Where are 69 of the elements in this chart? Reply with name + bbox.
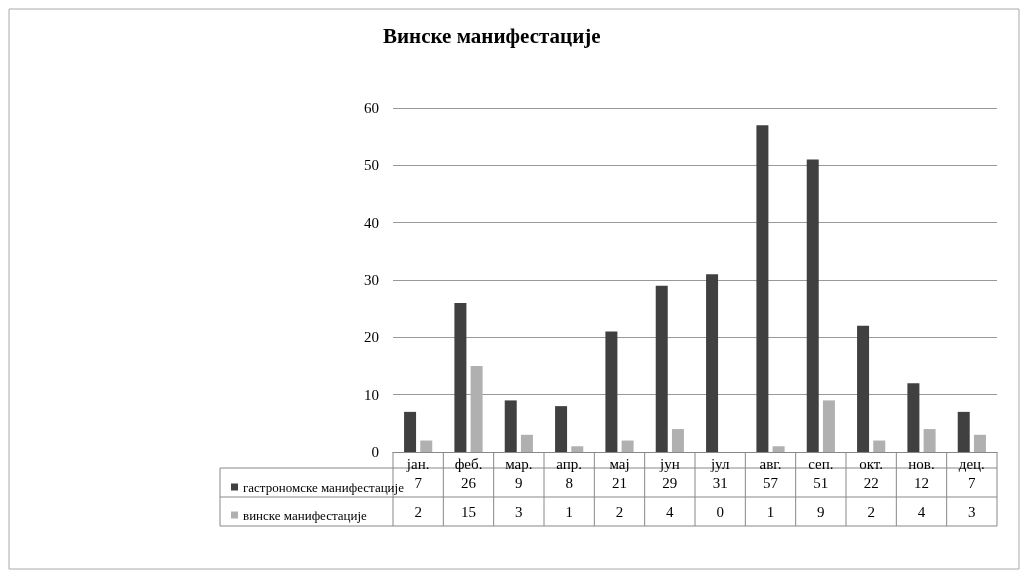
bar [973, 434, 986, 452]
data-label: 26 [461, 474, 477, 491]
data-label: 9 [515, 474, 523, 491]
bar [470, 366, 483, 452]
bar [806, 159, 819, 452]
bar [957, 411, 970, 452]
y-tick-label: 50 [364, 157, 379, 174]
data-label: 9 [817, 503, 825, 520]
x-tick-label: јан. [405, 455, 430, 472]
bar [655, 285, 668, 452]
bar [605, 331, 618, 452]
x-tick-label: авг. [759, 455, 782, 472]
bar [706, 274, 719, 452]
data-label: 3 [968, 503, 976, 520]
bar [671, 429, 684, 452]
x-tick-label: апр. [556, 455, 583, 472]
data-label: 57 [763, 474, 779, 491]
x-tick-label: мар. [505, 455, 533, 472]
bar [772, 446, 785, 452]
bar [621, 440, 634, 452]
bar [873, 440, 886, 452]
data-label: 31 [712, 474, 728, 491]
y-tick-label: 60 [364, 100, 379, 116]
bar [571, 446, 584, 452]
data-label: 8 [565, 474, 573, 491]
data-label: 4 [917, 503, 926, 520]
x-tick-label: нов. [908, 455, 935, 472]
bar [555, 406, 568, 452]
data-label: 51 [813, 474, 829, 491]
data-label: 29 [662, 474, 678, 491]
y-tick-label: 40 [364, 214, 379, 231]
y-tick-label: 0 [371, 444, 379, 460]
data-label: 15 [461, 503, 476, 520]
data-label: 3 [515, 503, 523, 520]
data-label: 7 [968, 474, 977, 491]
bar [822, 400, 835, 452]
legend-label: гастрономске манифестације [243, 479, 405, 495]
data-label: 1 [565, 503, 573, 520]
x-tick-label: јун [658, 455, 680, 472]
data-label: 2 [867, 503, 875, 520]
x-tick-label: сеп. [808, 455, 834, 472]
x-tick-label: феб. [454, 455, 483, 472]
bar [857, 325, 870, 452]
bar [420, 440, 433, 452]
bar [454, 302, 467, 452]
bar [404, 411, 417, 452]
x-tick-label: дец. [958, 455, 985, 472]
bar [504, 400, 517, 452]
y-tick-label: 20 [364, 329, 379, 346]
bar [923, 429, 936, 452]
chart-title: Винске манифестације [383, 23, 601, 48]
bar [907, 383, 920, 452]
data-label: 12 [914, 474, 929, 491]
x-tick-label: окт. [859, 455, 884, 472]
data-label: 4 [666, 503, 675, 520]
legend-label: винске манифестације [243, 507, 368, 523]
bar [756, 125, 769, 452]
data-label: 7 [414, 474, 423, 491]
data-label: 2 [414, 503, 422, 520]
data-label: 2 [615, 503, 624, 520]
x-tick-label: мај [609, 455, 630, 472]
data-label: 21 [612, 474, 627, 491]
data-label: 22 [863, 474, 879, 491]
data-label: 0 [716, 503, 724, 520]
bar [520, 434, 533, 452]
y-tick-label: 10 [364, 386, 379, 403]
data-label: 1 [766, 503, 775, 520]
y-tick-label: 30 [364, 272, 379, 288]
x-tick-label: јул [709, 455, 730, 472]
